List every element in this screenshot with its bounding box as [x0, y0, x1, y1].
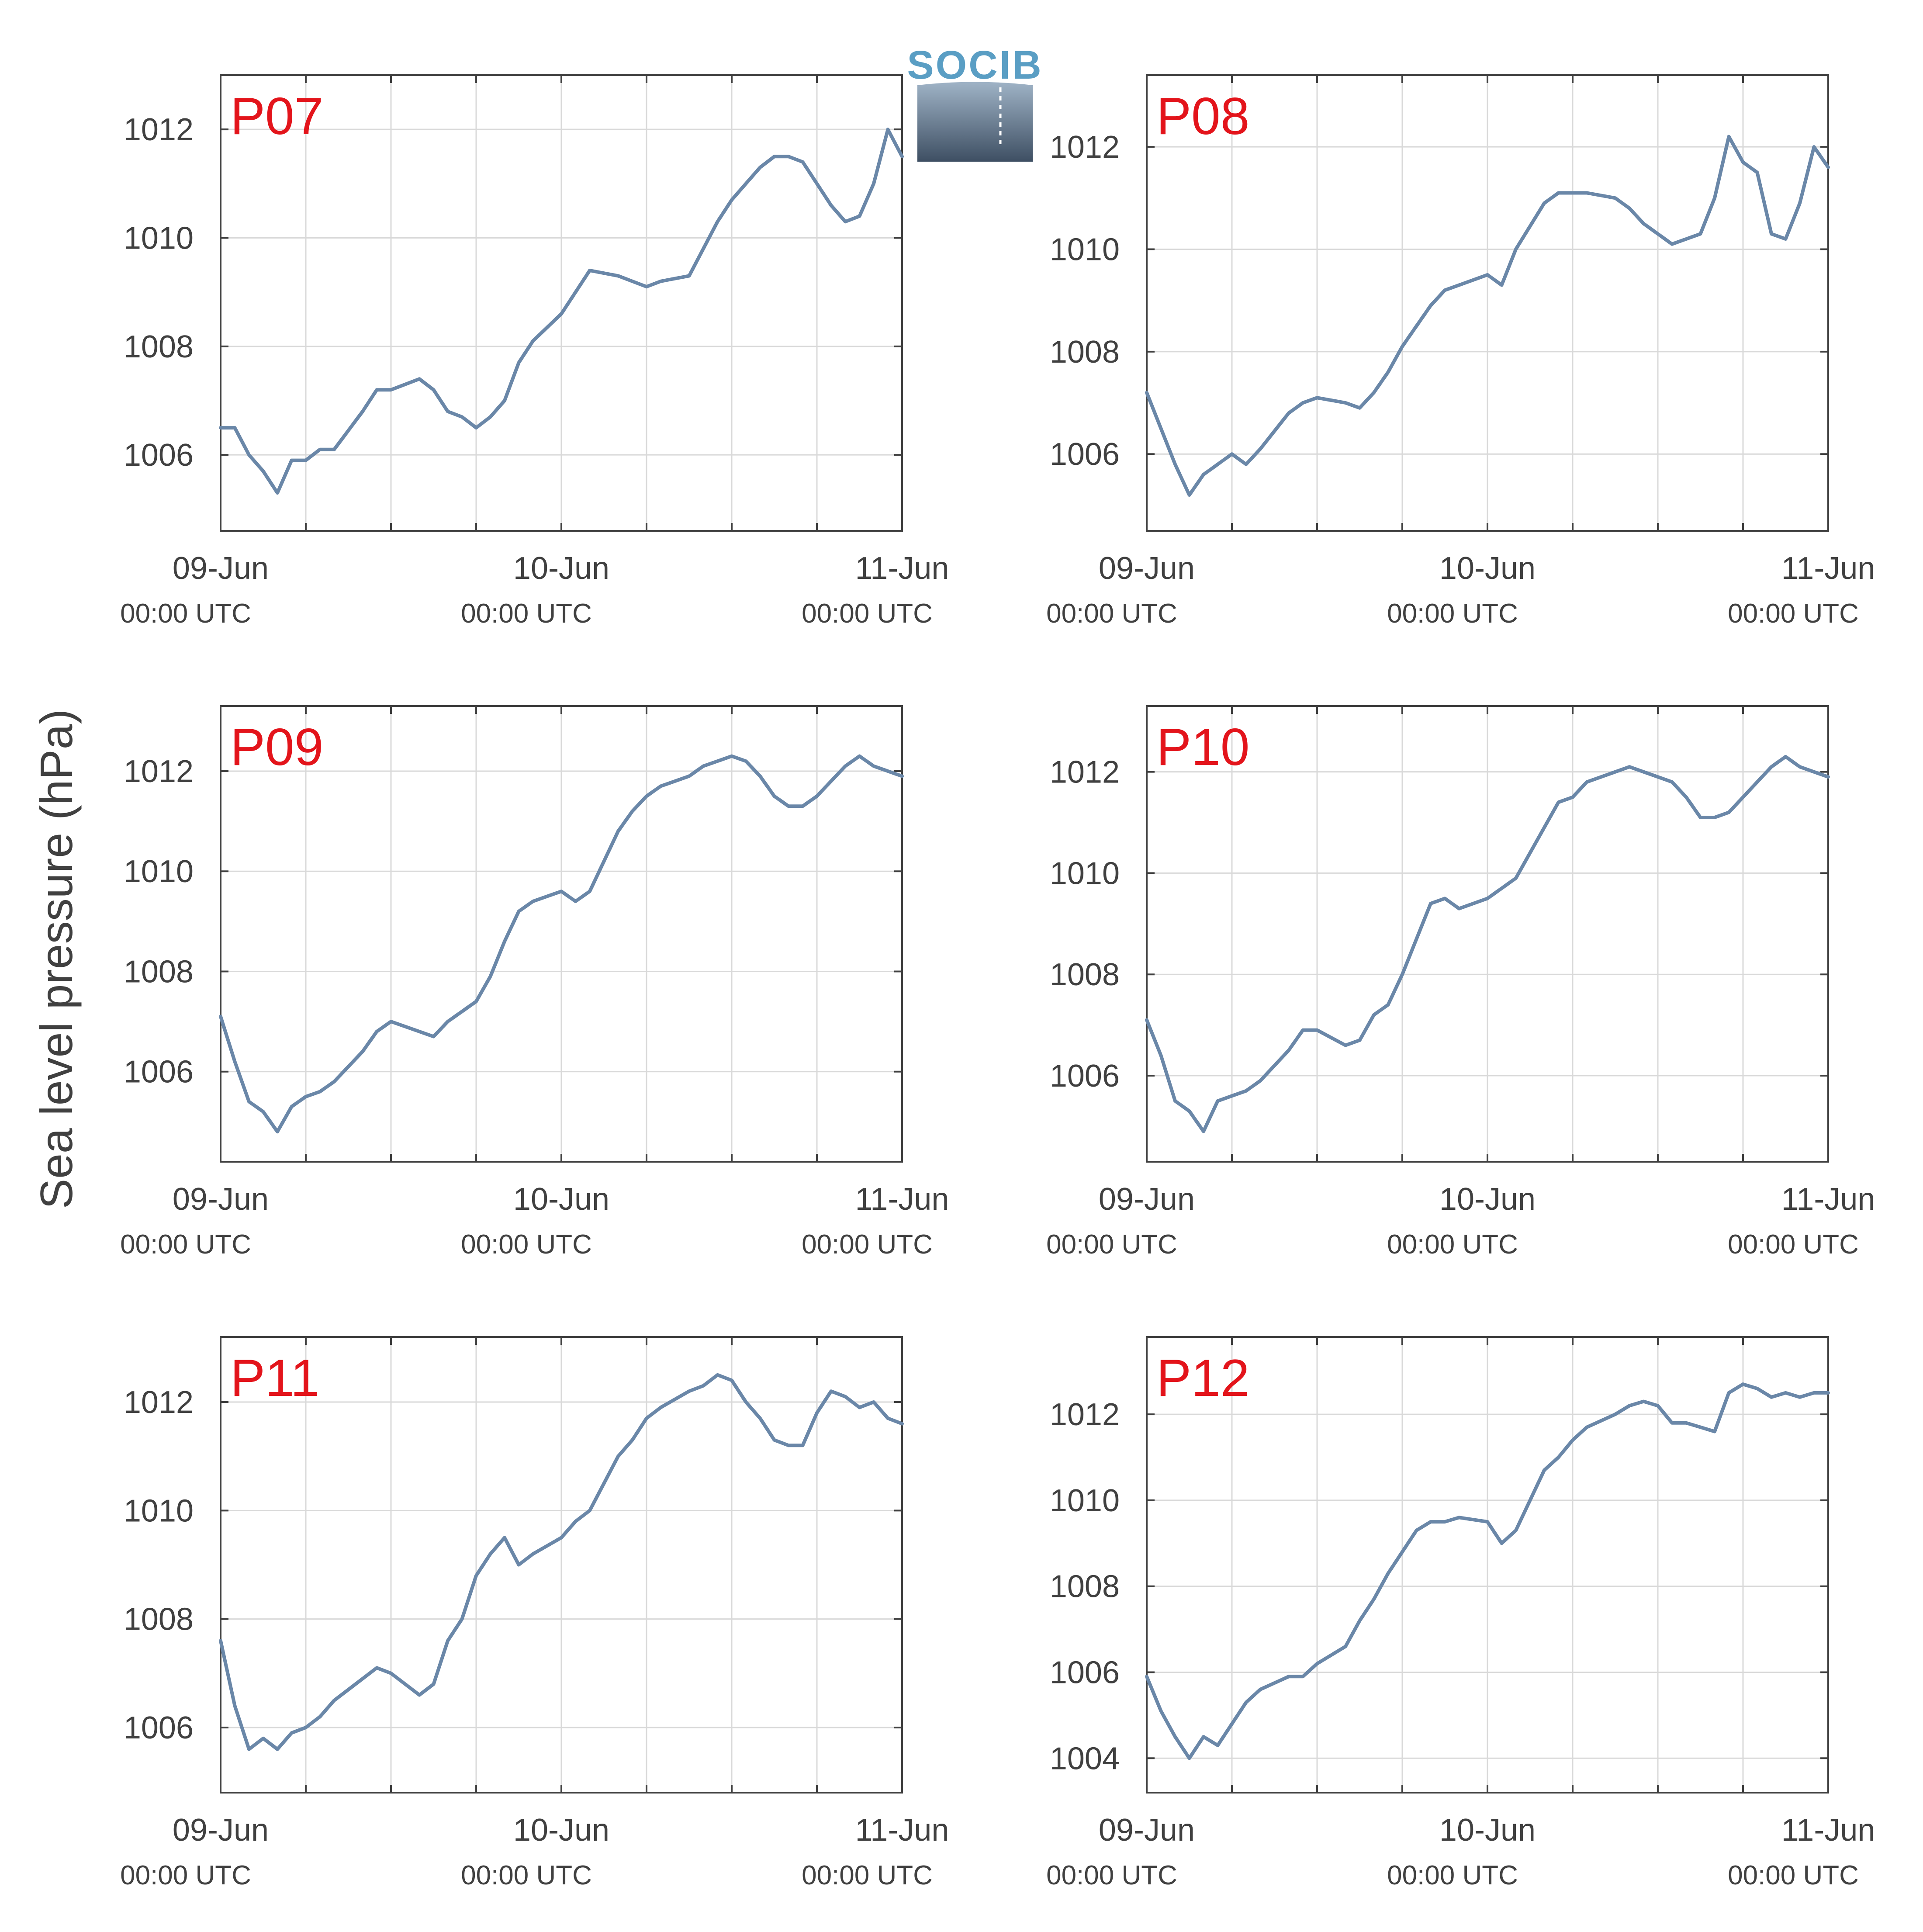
x-tick-label-time: 00:00 UTC — [1728, 1860, 1859, 1890]
panel-title: P07 — [230, 87, 324, 145]
y-tick-label: 1008 — [124, 329, 194, 364]
y-tick-label: 1010 — [1050, 1483, 1120, 1518]
y-tick-label: 1010 — [124, 221, 194, 256]
y-tick-label: 1010 — [124, 1493, 194, 1528]
x-tick-label-date: 11-Jun — [1781, 551, 1875, 586]
x-tick-label-date: 10-Jun — [513, 551, 609, 586]
x-tick-label-time: 00:00 UTC — [461, 1860, 592, 1890]
x-tick-label-time: 00:00 UTC — [1728, 1229, 1859, 1260]
y-tick-label: 1012 — [1050, 1397, 1120, 1432]
pressure-series-line — [1145, 135, 1830, 497]
y-tick-label: 1008 — [1050, 335, 1120, 370]
x-tick-label-date: 11-Jun — [855, 1182, 949, 1217]
panels: 1006 1008 1010 1012 09-Jun 00:00 UTC 10-Jun 00:… — [120, 74, 1875, 1890]
x-tick-label-date: 09-Jun — [1099, 551, 1195, 586]
y-tick-label: 1012 — [124, 754, 194, 789]
y-tick-label: 1008 — [1050, 957, 1120, 992]
y-tick-label: 1006 — [1050, 1655, 1120, 1690]
x-tick-label-date: 10-Jun — [1439, 1182, 1536, 1217]
x-tick-label-date: 10-Jun — [1439, 551, 1536, 586]
x-tick-label-time: 00:00 UTC — [461, 599, 592, 629]
y-tick-label: 1010 — [1050, 232, 1120, 267]
x-tick-label-date: 09-Jun — [1099, 1182, 1195, 1217]
x-tick-label-time: 00:00 UTC — [1728, 599, 1859, 629]
x-tick-label-time: 00:00 UTC — [1387, 599, 1518, 629]
x-tick-label-time: 00:00 UTC — [802, 1860, 933, 1890]
socib-logo: SOCIB — [907, 43, 1043, 162]
panel-p09: 1006 1008 1010 1012 09-Jun 00:00 UTC 10-Jun 00:… — [120, 705, 949, 1260]
x-tick-label-time: 00:00 UTC — [1046, 1860, 1177, 1890]
pressure-series-line — [1145, 1382, 1830, 1760]
x-tick-label-date: 09-Jun — [1099, 1813, 1195, 1848]
x-tick-label-date: 11-Jun — [1781, 1813, 1875, 1848]
y-tick-label: 1010 — [124, 854, 194, 889]
y-tick-label: 1006 — [1050, 1059, 1120, 1094]
x-tick-label-date: 10-Jun — [513, 1182, 609, 1217]
pressure-series-line — [219, 128, 904, 495]
x-tick-label-date: 09-Jun — [173, 1813, 269, 1848]
x-tick-label-date: 11-Jun — [855, 1813, 949, 1848]
x-tick-label-time: 00:00 UTC — [120, 1229, 251, 1260]
y-tick-label: 1012 — [124, 112, 194, 147]
y-tick-label: 1012 — [124, 1385, 194, 1420]
x-tick-label-time: 00:00 UTC — [1046, 599, 1177, 629]
x-tick-label-date: 11-Jun — [1781, 1182, 1875, 1217]
x-tick-label-date: 10-Jun — [1439, 1813, 1536, 1848]
panel-p10: 1006 1008 1010 1012 09-Jun 00:00 UTC 10-Jun 00:… — [1046, 705, 1875, 1260]
socib-logo-text: SOCIB — [907, 43, 1043, 87]
panel-title: P10 — [1156, 718, 1250, 776]
x-tick-label-date: 11-Jun — [855, 551, 949, 586]
x-tick-label-date: 09-Jun — [173, 551, 269, 586]
y-tick-label: 1008 — [124, 954, 194, 989]
panel-p11: 1006 1008 1010 1012 09-Jun 00:00 UTC 10-Jun 00:… — [120, 1336, 949, 1890]
y-tick-label: 1006 — [124, 1710, 194, 1745]
panel-p12: 1004 1006 1008 1010 1012 09-Jun 00:00 UTC 10-Ju… — [1046, 1336, 1875, 1890]
y-tick-label: 1004 — [1050, 1741, 1120, 1776]
panel-title: P12 — [1156, 1349, 1250, 1407]
y-tick-label: 1012 — [1050, 755, 1120, 790]
socib-logo-wave — [917, 82, 1033, 162]
x-tick-label-time: 00:00 UTC — [120, 1860, 251, 1890]
y-tick-label: 1006 — [1050, 437, 1120, 472]
y-tick-label: 1010 — [1050, 856, 1120, 891]
panel-title: P09 — [230, 718, 324, 776]
x-tick-label-time: 00:00 UTC — [802, 1229, 933, 1260]
panel-title: P11 — [230, 1349, 320, 1407]
pressure-series-line — [219, 754, 904, 1134]
panel-title: P08 — [1156, 87, 1250, 145]
x-tick-label-time: 00:00 UTC — [1387, 1229, 1518, 1260]
panel-p07: 1006 1008 1010 1012 09-Jun 00:00 UTC 10-Jun 00:… — [120, 74, 949, 629]
x-tick-label-time: 00:00 UTC — [120, 599, 251, 629]
panel-p08: 1006 1008 1010 1012 09-Jun 00:00 UTC 10-Jun 00:… — [1046, 74, 1875, 629]
y-tick-label: 1008 — [124, 1602, 194, 1637]
y-tick-label: 1006 — [124, 1055, 194, 1090]
x-tick-label-date: 10-Jun — [513, 1813, 609, 1848]
y-axis-label: Sea level pressure (hPa) — [31, 709, 82, 1209]
y-tick-label: 1008 — [1050, 1569, 1120, 1604]
y-tick-label: 1012 — [1050, 130, 1120, 165]
x-tick-label-time: 00:00 UTC — [1387, 1860, 1518, 1890]
y-tick-label: 1006 — [124, 438, 194, 473]
pressure-series-line — [219, 1373, 904, 1751]
x-tick-label-time: 00:00 UTC — [802, 599, 933, 629]
pressure-series-line — [1145, 755, 1830, 1133]
x-tick-label-time: 00:00 UTC — [461, 1229, 592, 1260]
x-tick-label-time: 00:00 UTC — [1046, 1229, 1177, 1260]
x-tick-label-date: 09-Jun — [173, 1182, 269, 1217]
